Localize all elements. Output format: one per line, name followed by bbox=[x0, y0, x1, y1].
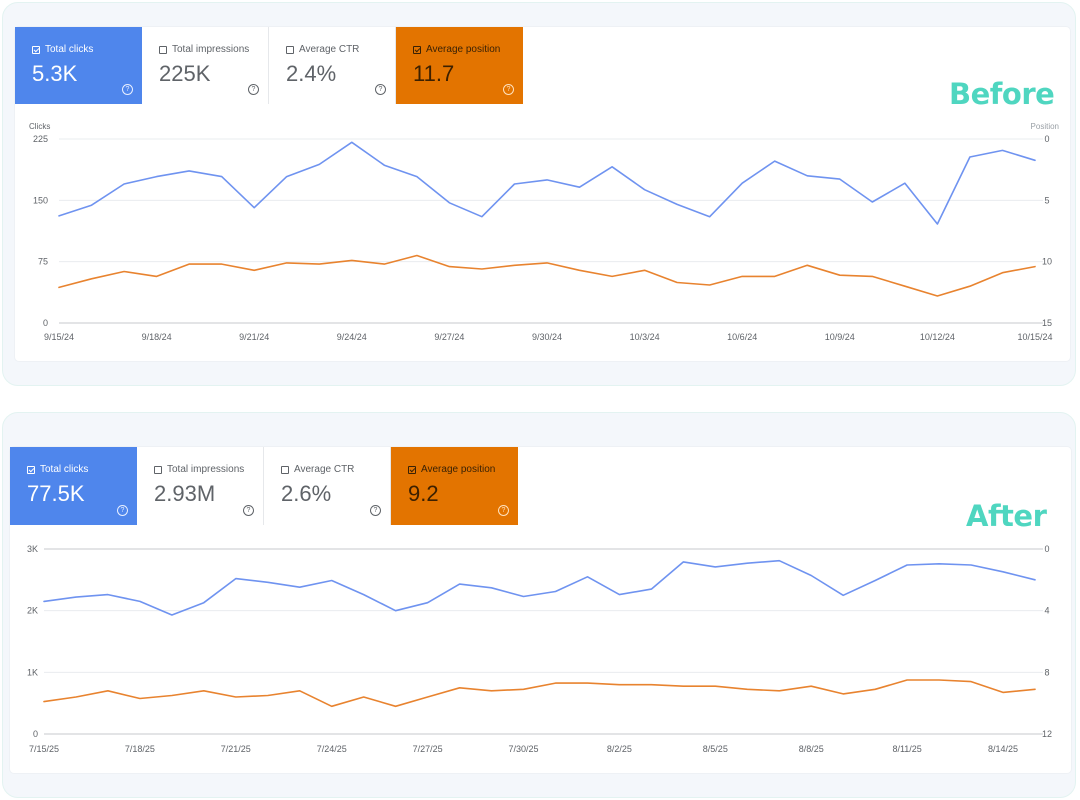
help-icon[interactable] bbox=[503, 84, 514, 95]
help-icon[interactable] bbox=[122, 84, 133, 95]
metric-label: Total impressions bbox=[172, 44, 250, 55]
x-tick-label: 10/12/24 bbox=[920, 332, 955, 342]
metric-value: 11.7 bbox=[413, 61, 455, 86]
y2-tick-label: 0 bbox=[1044, 134, 1049, 144]
x-tick-label: 9/27/24 bbox=[434, 332, 464, 342]
metric-label: Total impressions bbox=[167, 464, 245, 475]
metric-value: 77.5K bbox=[27, 481, 85, 506]
x-tick-label: 9/15/24 bbox=[44, 332, 74, 342]
metric-tile-total-impressions[interactable]: Total impressions 2.93M bbox=[137, 447, 264, 525]
performance-chart: 0 1K 2K 3K 0 4 8 12 7/15/25 7/18/25 7/21/25 7/24/25… bbox=[27, 544, 1052, 754]
checkbox-icon[interactable] bbox=[413, 45, 421, 54]
series-line-position bbox=[43, 679, 1036, 708]
metric-tile-total-clicks[interactable]: Total clicks 5.3K bbox=[15, 27, 142, 104]
x-tick-label: 10/9/24 bbox=[825, 332, 855, 342]
x-tick-label: 7/27/25 bbox=[413, 744, 443, 754]
metric-tile-average-position[interactable]: Average position 11.7 bbox=[396, 27, 523, 104]
metric-tile-total-clicks[interactable]: Total clicks 77.5K bbox=[10, 447, 137, 525]
metric-tiles: Total clicks 5.3K Total impressions 225K… bbox=[15, 27, 523, 104]
y-tick-label: 2K bbox=[27, 606, 38, 616]
x-tick-label: 10/3/24 bbox=[630, 332, 660, 342]
y-tick-label: 0 bbox=[33, 729, 38, 739]
checkbox-icon[interactable] bbox=[32, 45, 40, 54]
help-icon[interactable] bbox=[498, 505, 509, 516]
x-tick-label: 9/18/24 bbox=[142, 332, 172, 342]
x-tick-label: 7/30/25 bbox=[509, 744, 539, 754]
y2-tick-label: 8 bbox=[1044, 667, 1049, 677]
x-tick-label: 8/2/25 bbox=[607, 744, 632, 754]
y2-axis-title: Position bbox=[1031, 122, 1059, 131]
x-tick-label: 8/11/25 bbox=[892, 744, 921, 754]
y-tick-label: 3K bbox=[27, 544, 38, 554]
metric-tile-average-ctr[interactable]: Average CTR 2.6% bbox=[264, 447, 391, 525]
metric-label: Average CTR bbox=[299, 44, 360, 55]
series-line-position bbox=[58, 254, 1036, 297]
metric-value: 225K bbox=[159, 61, 211, 86]
checkbox-icon[interactable] bbox=[154, 465, 162, 474]
x-tick-label: 9/30/24 bbox=[532, 332, 562, 342]
x-tick-label: 7/24/25 bbox=[317, 744, 347, 754]
help-icon[interactable] bbox=[375, 84, 386, 95]
checkbox-icon[interactable] bbox=[281, 465, 289, 474]
x-tick-label: 9/21/24 bbox=[239, 332, 269, 342]
y-tick-label: 1K bbox=[27, 667, 38, 677]
metric-label: Average position bbox=[426, 44, 501, 55]
metric-value: 2.4% bbox=[286, 61, 337, 86]
after-tag: After bbox=[966, 499, 1047, 533]
metric-tile-average-ctr[interactable]: Average CTR 2.4% bbox=[269, 27, 396, 104]
metric-tile-average-position[interactable]: Average position 9.2 bbox=[391, 447, 518, 525]
y2-tick-label: 12 bbox=[1042, 729, 1052, 739]
y2-tick-label: 0 bbox=[1044, 544, 1049, 554]
x-tick-label: 8/5/25 bbox=[703, 744, 728, 754]
series-line-clicks bbox=[58, 141, 1036, 225]
before-tag: Before bbox=[949, 77, 1055, 111]
help-icon[interactable] bbox=[243, 505, 254, 516]
metric-tiles: Total clicks 77.5K Total impressions 2.9… bbox=[10, 447, 518, 525]
x-tick-label: 8/14/25 bbox=[988, 744, 1018, 754]
y2-tick-label: 15 bbox=[1042, 318, 1052, 328]
performance-card: Total clicks 5.3K Total impressions 225K… bbox=[15, 27, 1070, 361]
x-tick-label: 7/15/25 bbox=[29, 744, 59, 754]
y-tick-label: 225 bbox=[33, 134, 48, 144]
metric-value: 9.2 bbox=[408, 481, 439, 506]
y-axis-title: Clicks bbox=[29, 122, 50, 131]
x-tick-label: 7/18/25 bbox=[125, 744, 155, 754]
metric-label: Total clicks bbox=[45, 44, 94, 55]
y2-tick-label: 5 bbox=[1044, 195, 1049, 205]
metric-value: 2.6% bbox=[281, 481, 332, 506]
x-tick-label: 10/6/24 bbox=[727, 332, 757, 342]
metric-value: 5.3K bbox=[32, 61, 78, 86]
performance-chart: Clicks Position 0 75 150 225 0 5 10 15 9/15/24 9/18… bbox=[29, 122, 1059, 342]
x-tick-label: 10/15/24 bbox=[1017, 332, 1052, 342]
y-tick-label: 75 bbox=[38, 257, 48, 267]
metric-label: Average CTR bbox=[294, 464, 355, 475]
before-panel: Total clicks 5.3K Total impressions 225K… bbox=[2, 2, 1076, 386]
help-icon[interactable] bbox=[117, 505, 128, 516]
y-tick-label: 150 bbox=[33, 195, 48, 205]
y2-tick-label: 4 bbox=[1044, 606, 1049, 616]
y-tick-label: 0 bbox=[43, 318, 48, 328]
checkbox-icon[interactable] bbox=[286, 45, 294, 54]
x-tick-label: 8/8/25 bbox=[799, 744, 824, 754]
metric-value: 2.93M bbox=[154, 481, 216, 506]
metric-label: Average position bbox=[421, 464, 496, 475]
checkbox-icon[interactable] bbox=[27, 465, 35, 474]
metric-tile-total-impressions[interactable]: Total impressions 225K bbox=[142, 27, 269, 104]
x-tick-label: 9/24/24 bbox=[337, 332, 367, 342]
metric-label: Total clicks bbox=[40, 464, 89, 475]
checkbox-icon[interactable] bbox=[159, 45, 167, 54]
performance-card: Total clicks 77.5K Total impressions 2.9… bbox=[10, 447, 1071, 773]
help-icon[interactable] bbox=[370, 505, 381, 516]
y2-tick-label: 10 bbox=[1042, 257, 1052, 267]
after-panel: Total clicks 77.5K Total impressions 2.9… bbox=[2, 412, 1076, 798]
help-icon[interactable] bbox=[248, 84, 259, 95]
checkbox-icon[interactable] bbox=[408, 465, 416, 474]
x-tick-label: 7/21/25 bbox=[221, 744, 251, 754]
series-line-clicks bbox=[43, 559, 1036, 616]
